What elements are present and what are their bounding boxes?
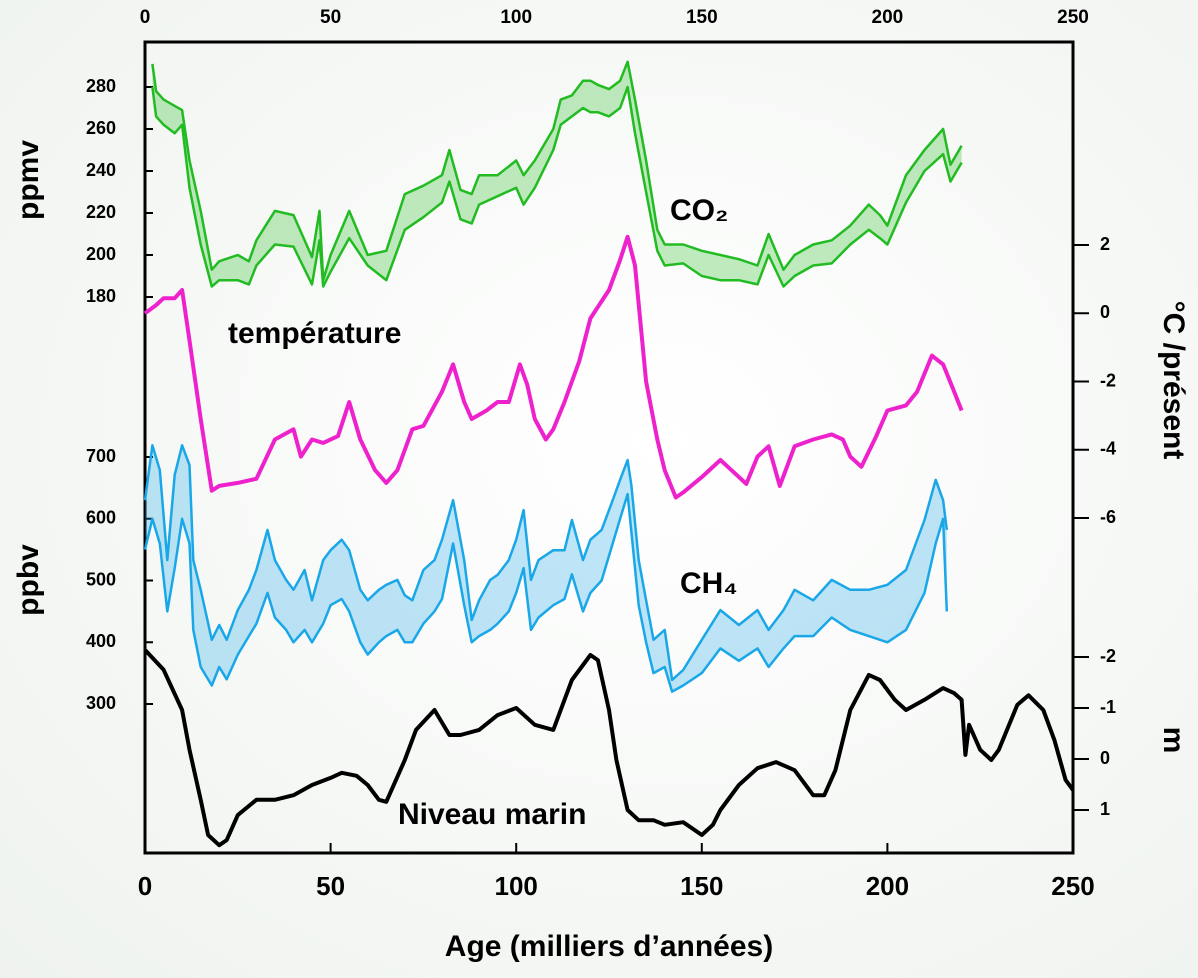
y-axis-title: ppbv	[12, 544, 45, 616]
x-tick-label-top: 100	[500, 7, 532, 28]
series-label: Niveau marin	[398, 798, 586, 831]
x-tick-label: 0	[138, 871, 152, 901]
chart: Age (milliers d’années) 0050501001001501…	[0, 0, 1198, 978]
series-label: CO₂	[670, 194, 728, 227]
y-axis-title: °C /présent	[1157, 301, 1190, 460]
y-tick-label: 2	[1100, 234, 1110, 254]
x-tick-label-top: 200	[872, 7, 904, 28]
x-tick-label: 250	[1051, 871, 1094, 901]
x-tick-label: 150	[680, 871, 723, 901]
y-tick-label: 500	[86, 569, 116, 589]
y-tick-label: 240	[86, 160, 116, 180]
y-tick-label: 0	[1100, 302, 1110, 322]
x-tick-label: 200	[866, 871, 909, 901]
page: Age (milliers d’années) 0050501001001501…	[0, 0, 1198, 978]
x-tick-label-top: 50	[320, 7, 341, 28]
y-tick-label: 600	[86, 508, 116, 528]
y-tick-label: -2	[1100, 370, 1116, 390]
y-tick-label: -6	[1100, 507, 1116, 527]
y-tick-label: 400	[86, 631, 116, 651]
y-tick-label: 0	[1100, 748, 1110, 768]
y-tick-label: 220	[86, 202, 116, 222]
x-tick-label: 100	[495, 871, 538, 901]
y-tick-label: -2	[1100, 646, 1116, 666]
y-axis-title: ppmv	[12, 140, 45, 220]
y-tick-label: -1	[1100, 697, 1116, 717]
y-tick-label: 700	[86, 446, 116, 466]
series-label: CH₄	[680, 567, 738, 600]
y-axis-title: m	[1157, 727, 1190, 754]
x-tick-label-top: 150	[686, 7, 718, 28]
y-tick-label: 1	[1100, 799, 1110, 819]
x-tick-label-top: 0	[140, 7, 151, 28]
series-label: température	[228, 317, 401, 350]
y-tick-label: 280	[86, 76, 116, 96]
y-tick-label: 200	[86, 244, 116, 264]
x-tick-label: 50	[316, 871, 345, 901]
x-axis-title: Age (milliers d’années)	[445, 930, 773, 963]
x-tick-label-top: 250	[1057, 7, 1089, 28]
y-tick-label: 260	[86, 118, 116, 138]
y-tick-label: 180	[86, 286, 116, 306]
y-tick-label: 300	[86, 693, 116, 713]
y-tick-label: -4	[1100, 439, 1116, 459]
